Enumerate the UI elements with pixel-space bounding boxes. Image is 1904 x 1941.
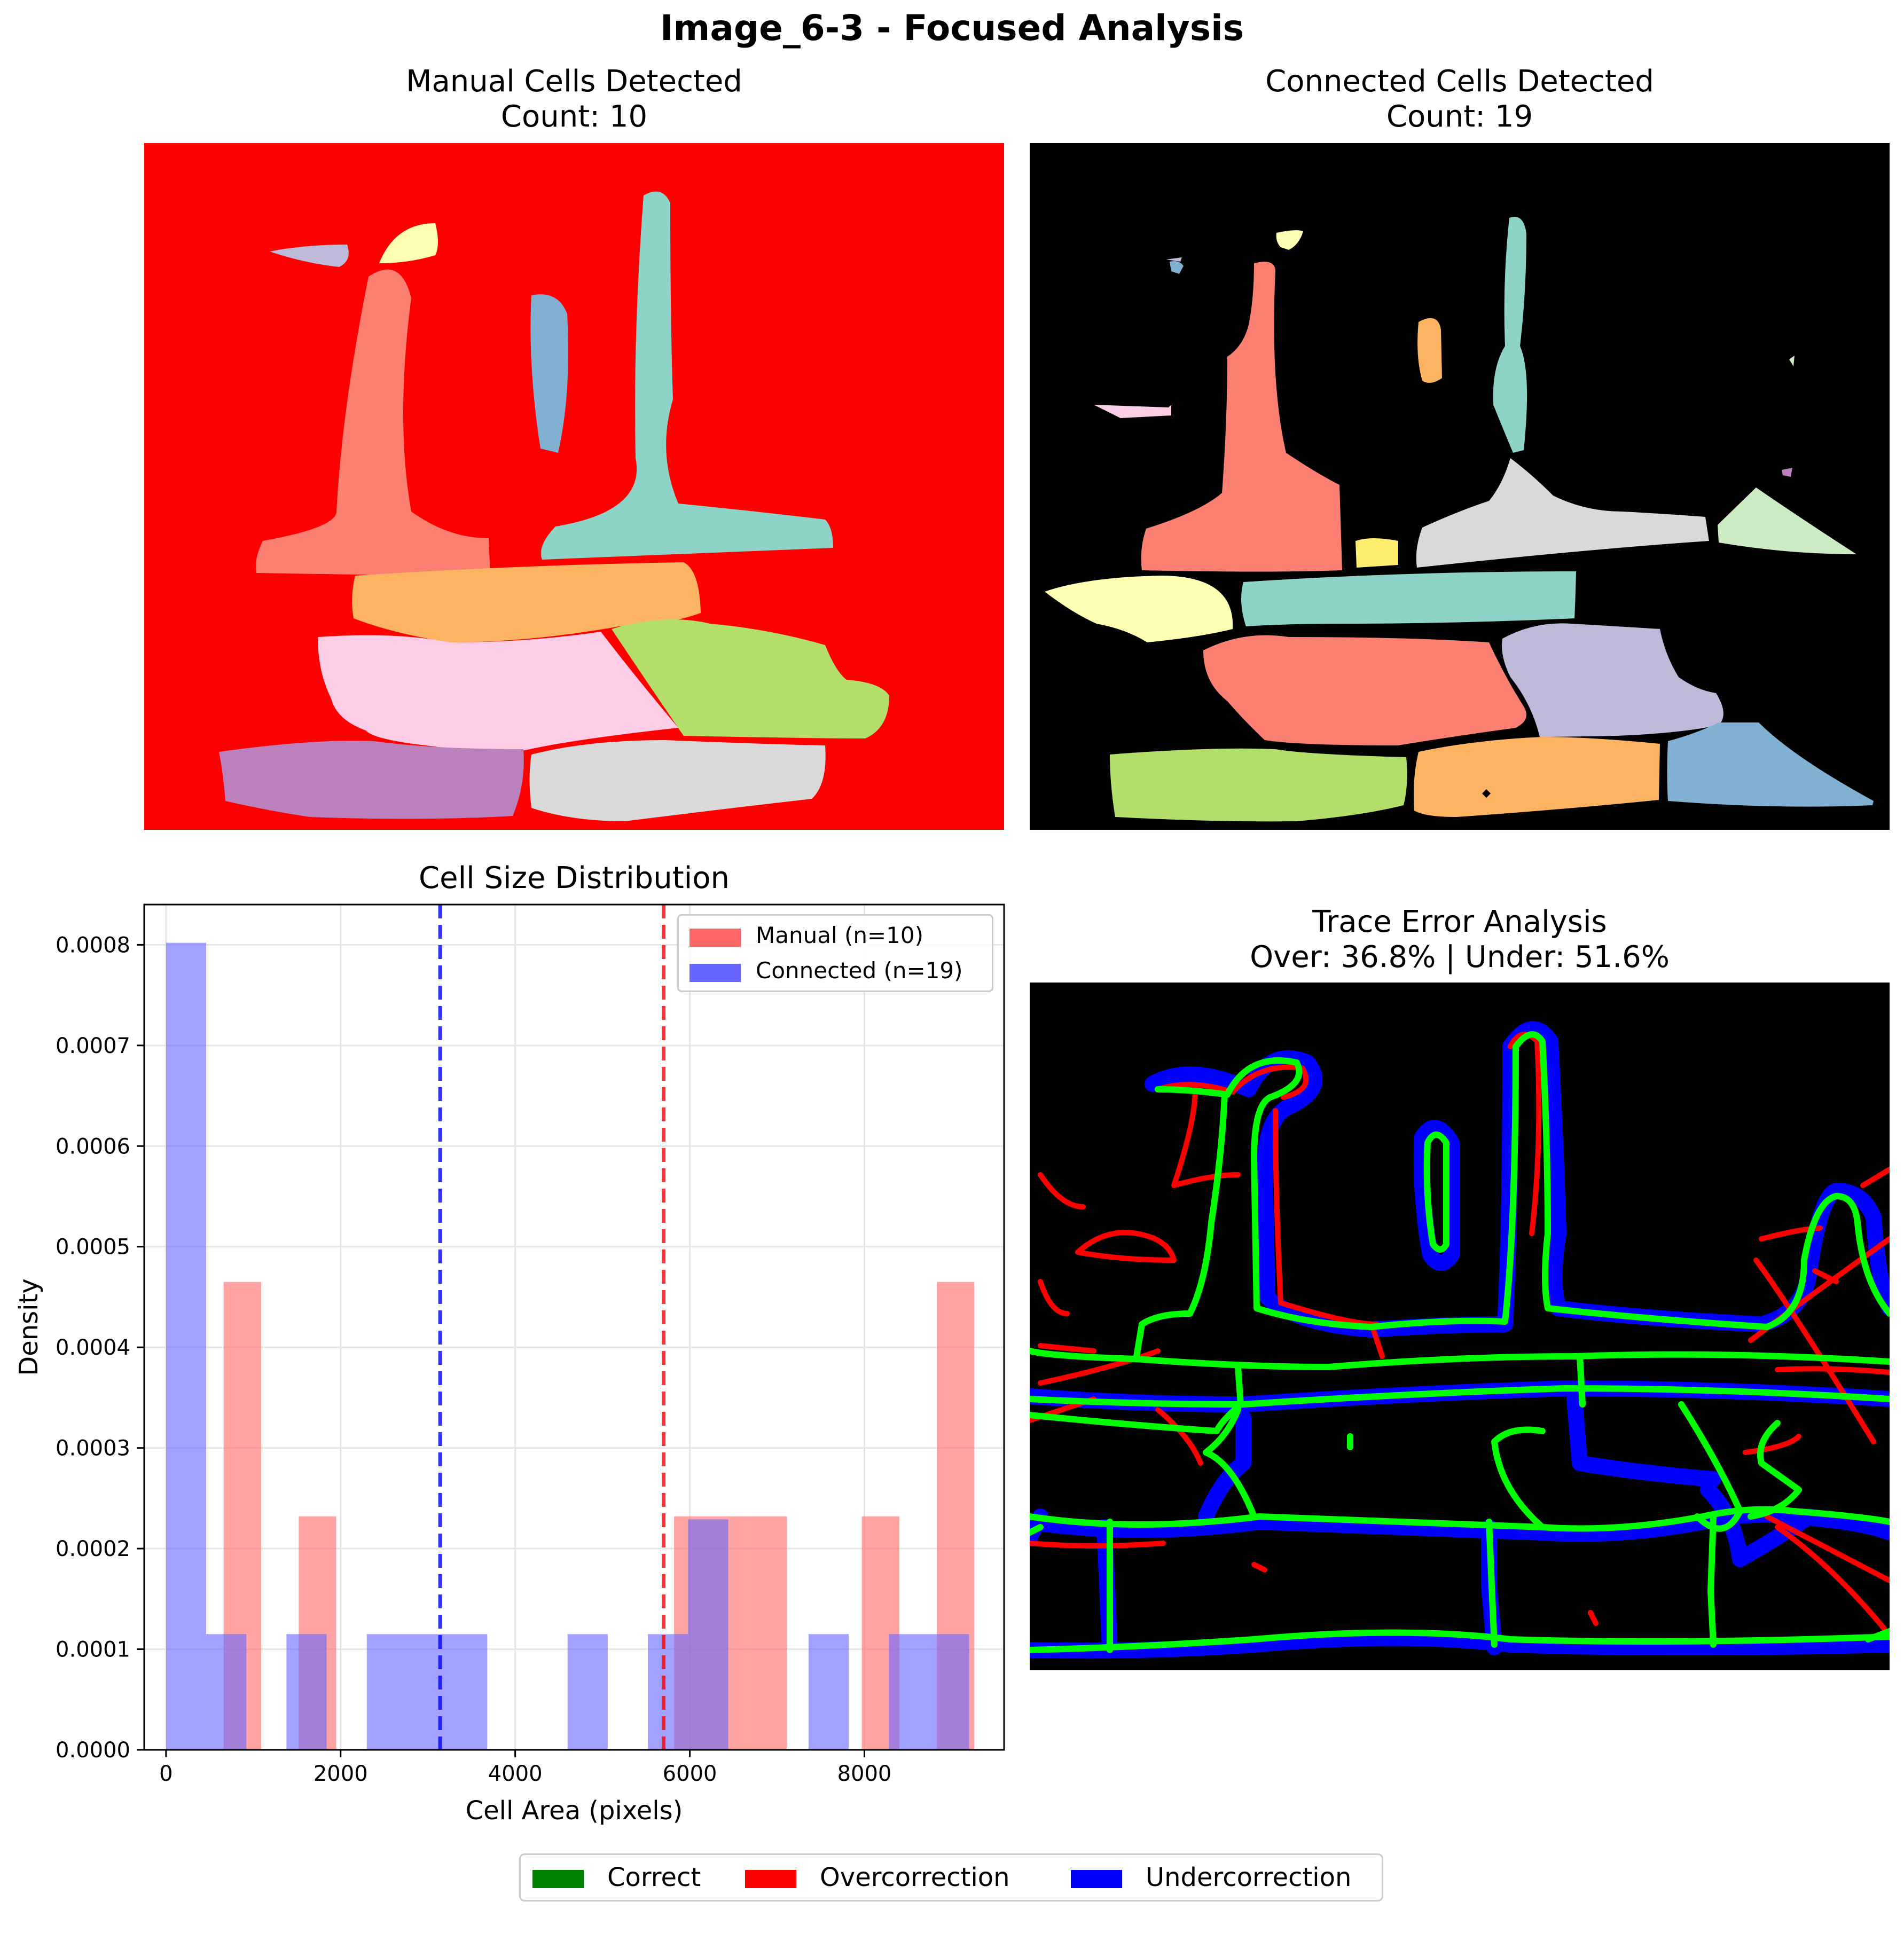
y-tick-label: 0.0001 bbox=[56, 1638, 130, 1662]
legend-overcorrection: Overcorrection bbox=[745, 1855, 1023, 1900]
y-tick-label: 0.0008 bbox=[56, 933, 130, 957]
legend-manual-label: Manual (n=10) bbox=[756, 922, 923, 948]
legend-correct-label: Correct bbox=[607, 1863, 701, 1892]
manual-cells-image bbox=[144, 143, 1004, 830]
legend-overcorrection-swatch bbox=[745, 1870, 796, 1888]
manual-cell bbox=[255, 269, 490, 576]
connected-panel-title: Connected Cells Detected Count: 19 bbox=[1030, 64, 1890, 135]
trace-legend: Correct Overcorrection Undercorrection bbox=[519, 1853, 1383, 1901]
correct-traces bbox=[1030, 1031, 1890, 1653]
connected-cell bbox=[1166, 257, 1182, 262]
legend-connected-swatch bbox=[689, 964, 741, 982]
connected-cell bbox=[1110, 748, 1407, 822]
manual-panel-title: Manual Cells Detected Count: 10 bbox=[144, 64, 1004, 135]
trace-title-line1: Trace Error Analysis bbox=[1312, 905, 1607, 939]
manual-cell bbox=[318, 632, 678, 752]
connected-bar bbox=[929, 1634, 969, 1750]
legend-undercorrection-label: Undercorrection bbox=[1146, 1863, 1352, 1892]
connected-cell bbox=[1667, 722, 1874, 807]
plot-frame bbox=[143, 903, 1005, 1751]
trace-error-image bbox=[1030, 983, 1890, 1670]
connected-bar bbox=[406, 1634, 448, 1750]
connected-bar bbox=[889, 1634, 929, 1750]
connected-cell bbox=[1141, 262, 1342, 572]
connected-cell bbox=[1414, 737, 1660, 817]
cell-size-histogram: 0 2000 4000 6000 8000 0.0000 0.0001 0.0002 0.000… bbox=[0, 897, 1015, 1832]
x-tick-label: 0 bbox=[159, 1762, 173, 1786]
connected-cell bbox=[1094, 405, 1171, 418]
x-tick-label: 6000 bbox=[663, 1762, 717, 1786]
connected-cell bbox=[1241, 571, 1576, 626]
manual-cell bbox=[540, 191, 833, 560]
connected-cell bbox=[1493, 217, 1527, 453]
connected-cell bbox=[1718, 488, 1856, 554]
x-tick-label: 4000 bbox=[488, 1762, 543, 1786]
figure-title: Image_6-3 - Focused Analysis bbox=[660, 7, 1244, 49]
connected-bar bbox=[648, 1634, 688, 1750]
connected-cell bbox=[1417, 318, 1442, 383]
connected-cell bbox=[1355, 538, 1398, 568]
connected-cell bbox=[1276, 230, 1303, 250]
connected-center-dot bbox=[1482, 789, 1491, 798]
manual-cell bbox=[270, 245, 349, 267]
y-tick-label: 0.0003 bbox=[56, 1436, 130, 1461]
legend-correct-swatch bbox=[532, 1870, 584, 1888]
connected-cell bbox=[1416, 458, 1709, 568]
connected-cell bbox=[1170, 261, 1184, 274]
manual-cell bbox=[612, 619, 889, 738]
connected-bar bbox=[567, 1634, 608, 1750]
y-axis-label: Density bbox=[14, 1278, 44, 1376]
manual-cell bbox=[529, 740, 826, 821]
connected-title-line1: Connected Cells Detected bbox=[1265, 64, 1654, 99]
connected-bar bbox=[166, 942, 207, 1750]
connected-cell bbox=[1045, 576, 1233, 642]
connected-cell bbox=[1782, 468, 1792, 477]
x-axis-label: Cell Area (pixels) bbox=[466, 1796, 683, 1826]
manual-cell bbox=[530, 294, 568, 453]
manual-count: Count: 10 bbox=[500, 99, 648, 134]
connected-bar bbox=[447, 1634, 488, 1750]
legend-undercorrection: Undercorrection bbox=[1071, 1855, 1370, 1900]
connected-count: Count: 19 bbox=[1386, 99, 1533, 134]
legend-connected-label: Connected (n=19) bbox=[756, 957, 963, 984]
y-tick-label: 0.0002 bbox=[56, 1537, 130, 1561]
connected-cell bbox=[1789, 356, 1795, 366]
legend-correct: Correct bbox=[532, 1855, 701, 1900]
connected-bar bbox=[366, 1634, 407, 1750]
connected-bar bbox=[808, 1634, 849, 1750]
trace-panel-title: Trace Error Analysis Over: 36.8% | Under… bbox=[1030, 905, 1890, 975]
legend-manual-swatch bbox=[689, 929, 741, 947]
connected-bar bbox=[688, 1519, 728, 1750]
legend-undercorrection-swatch bbox=[1071, 1870, 1122, 1888]
connected-bar bbox=[286, 1634, 327, 1750]
y-tick-label: 0.0006 bbox=[56, 1134, 130, 1159]
y-tick-label: 0.0005 bbox=[56, 1235, 130, 1260]
manual-cell bbox=[379, 223, 438, 263]
x-tick-label: 8000 bbox=[837, 1762, 892, 1786]
trace-error-stats: Over: 36.8% | Under: 51.6% bbox=[1250, 940, 1670, 975]
connected-cell bbox=[1203, 635, 1526, 745]
legend-overcorrection-label: Overcorrection bbox=[820, 1863, 1010, 1892]
manual-bar bbox=[749, 1516, 787, 1750]
connected-bar bbox=[206, 1634, 247, 1750]
x-tick-label: 2000 bbox=[314, 1762, 368, 1786]
y-tick-label: 0.0007 bbox=[56, 1034, 130, 1058]
y-tick-label: 0.0000 bbox=[56, 1738, 130, 1763]
histogram-legend: Manual (n=10) Connected (n=19) bbox=[677, 914, 993, 992]
connected-cell bbox=[1502, 623, 1723, 737]
manual-cell bbox=[219, 741, 524, 819]
manual-cell bbox=[352, 562, 701, 642]
overcorrection-traces bbox=[1030, 1032, 1890, 1631]
y-tick-label: 0.0004 bbox=[56, 1335, 130, 1360]
connected-cells-image bbox=[1030, 143, 1890, 830]
manual-title-line1: Manual Cells Detected bbox=[406, 64, 742, 99]
histogram-title: Cell Size Distribution bbox=[419, 861, 730, 895]
